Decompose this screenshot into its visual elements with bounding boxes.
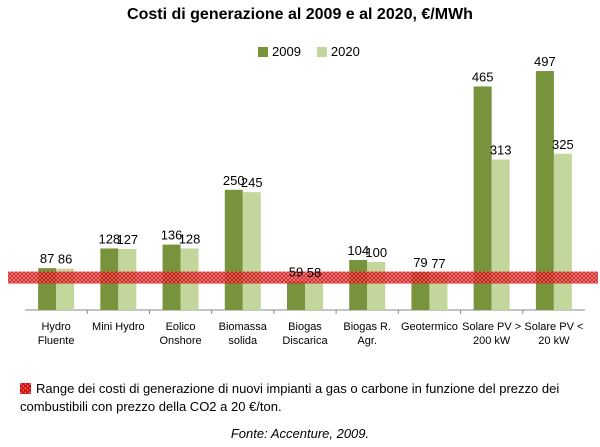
bar-2009-5 <box>349 260 368 310</box>
band-note-text: Range dei costi di generazione di nuovi … <box>20 381 560 414</box>
category-label-5-0: Biogas R. <box>343 321 391 333</box>
band-layer <box>8 271 598 284</box>
data-label-2009-6: 79 <box>413 255 427 270</box>
chart-title: Costi di generazione al 2009 e al 2020, … <box>127 6 473 23</box>
category-label-2-1: Onshore <box>159 335 201 347</box>
category-label-3-1: solida <box>228 335 258 347</box>
data-label-2020-4: 58 <box>307 265 321 280</box>
data-label-2009-2: 136 <box>161 228 183 243</box>
category-label-8-0: Solare PV < <box>524 321 583 333</box>
data-label-2009-8: 497 <box>534 54 556 69</box>
category-label-3-0: Biomassa <box>219 321 268 333</box>
data-label-2009-0: 87 <box>40 251 54 266</box>
category-label-4-0: Biogas <box>288 321 322 333</box>
legend-swatch-2020 <box>316 46 327 57</box>
data-label-2009-7: 465 <box>472 69 494 84</box>
data-label-2020-0: 86 <box>58 252 72 267</box>
data-label-2020-2: 128 <box>179 231 201 246</box>
data-label-2020-8: 325 <box>552 137 574 152</box>
category-label-8-1: 20 kW <box>538 335 570 347</box>
band-note-swatch <box>20 383 31 394</box>
legend-item-2009: 2009 <box>258 44 301 59</box>
data-label-2020-5: 100 <box>365 245 387 260</box>
category-label-1-0: Mini Hydro <box>92 321 145 333</box>
data-label-2009-4: 59 <box>289 265 303 280</box>
category-label-7-1: 200 kW <box>473 335 511 347</box>
legend: 2009 2020 <box>258 44 376 59</box>
data-label-2009-3: 250 <box>223 173 245 188</box>
category-label-0-1: Fluente <box>38 335 75 347</box>
data-label-2009-5: 104 <box>347 243 369 258</box>
data-label-2020-6: 77 <box>431 256 445 271</box>
bar-2009-3 <box>224 189 243 310</box>
data-label-2020-1: 127 <box>116 232 138 247</box>
category-label-4-1: Discarica <box>282 335 328 347</box>
bar-2020-4 <box>305 282 323 310</box>
bar-2020-8 <box>553 153 572 310</box>
legend-item-2020: 2020 <box>316 44 360 59</box>
bar-2009-7 <box>473 86 492 310</box>
band-note: Range dei costi di generazione di nuovi … <box>20 380 595 416</box>
category-label-7-0: Solare PV > <box>462 321 521 333</box>
legend-label-2020: 2020 <box>330 44 360 59</box>
data-label-2020-7: 313 <box>490 143 512 158</box>
legend-swatch-2009 <box>258 46 268 57</box>
bar-2009-8 <box>535 71 554 310</box>
category-label-0-0: Hydro <box>41 321 70 333</box>
category-label-5-1: Agr. <box>357 335 377 347</box>
category-label-2-0: Eolico <box>166 321 196 333</box>
gas-coal-cost-band <box>8 271 598 284</box>
legend-label-2009: 2009 <box>272 44 301 59</box>
bar-2020-7 <box>491 159 510 310</box>
source-note: Fonte: Accenture, 2009. <box>230 426 370 441</box>
bar-2009-4 <box>287 281 305 310</box>
bar-2020-5 <box>367 261 386 310</box>
category-label-6-0: Geotermico <box>401 321 458 333</box>
data-label-2020-3: 245 <box>241 175 263 190</box>
data-label-2009-1: 128 <box>98 231 120 246</box>
bar-2020-3 <box>242 192 261 310</box>
